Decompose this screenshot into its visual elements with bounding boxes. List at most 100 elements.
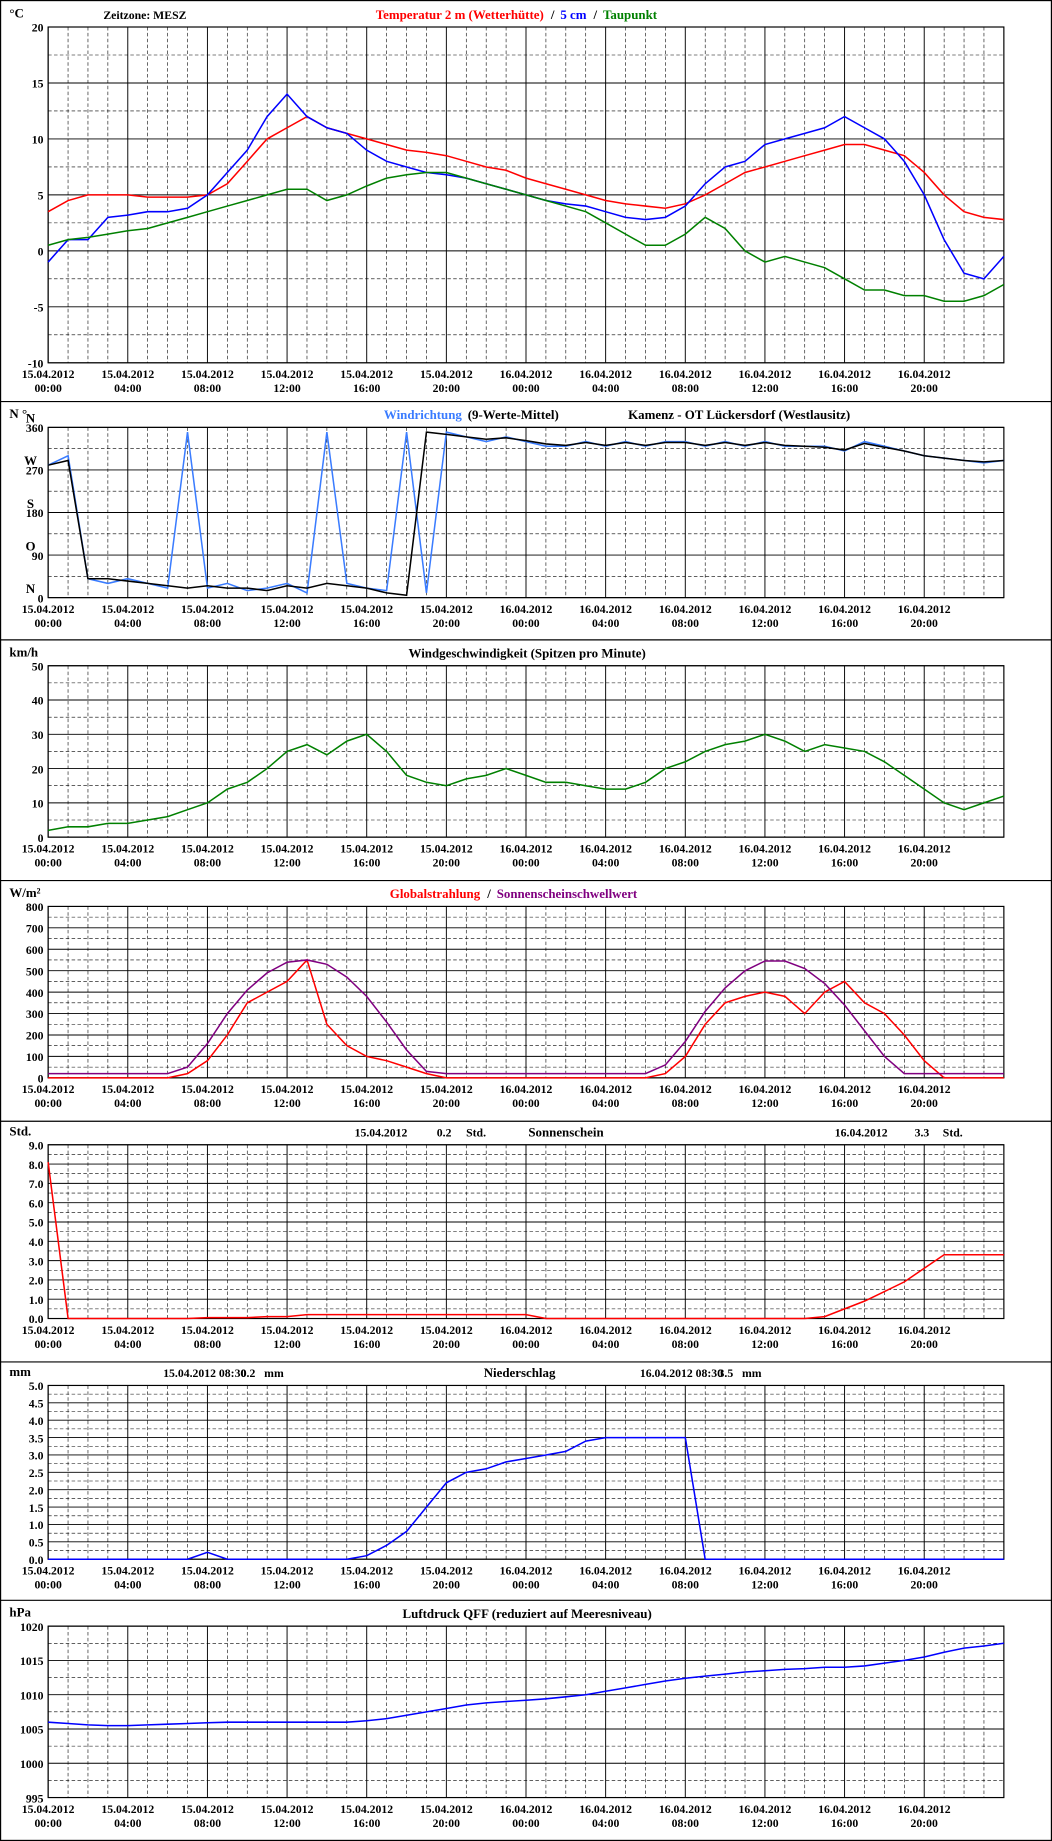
series-line	[48, 959, 1004, 1075]
x-tick-label: 16:00	[831, 1338, 859, 1351]
x-tick-date: 15.04.2012	[181, 1803, 234, 1816]
x-tick-date: 15.04.2012	[261, 1564, 314, 1577]
y-tick-label: 9.0	[29, 1139, 44, 1152]
x-tick-label: 00:00	[512, 1579, 540, 1592]
panel-title: Kamenz - OT Lückersdorf (Westlausitz)	[628, 407, 850, 422]
x-tick-date: 15.04.2012	[181, 1083, 234, 1096]
x-tick-date: 16.04.2012	[818, 1083, 871, 1096]
y-tick-label: 800	[26, 901, 44, 914]
x-tick-label: 16:00	[353, 617, 381, 630]
x-tick-label: 04:00	[114, 1579, 142, 1592]
legend-separator: /	[486, 886, 491, 901]
y-tick-label: 0.0	[29, 1313, 44, 1326]
y-tick-label: 10	[32, 798, 44, 811]
x-tick-date: 15.04.2012	[340, 603, 393, 616]
y-tick-label: 700	[26, 923, 44, 936]
x-tick-label: 08:00	[194, 856, 222, 869]
y-tick-label: 500	[26, 965, 44, 978]
annotation: 15.04.2012 08:30	[163, 1367, 246, 1380]
legend-entry: Temperatur 2 m (Wetterhütte)	[376, 7, 544, 22]
x-tick-label: 00:00	[512, 617, 540, 630]
x-tick-label: 00:00	[34, 1097, 62, 1110]
x-tick-date: 15.04.2012	[22, 1083, 75, 1096]
y-tick-label: 400	[26, 987, 44, 1000]
x-tick-date: 15.04.2012	[101, 368, 154, 381]
x-tick-date: 16.04.2012	[659, 1564, 712, 1577]
x-tick-date: 16.04.2012	[659, 1083, 712, 1096]
x-tick-date: 16.04.2012	[898, 368, 951, 381]
x-tick-date: 16.04.2012	[739, 1803, 792, 1816]
x-tick-label: 08:00	[194, 1097, 222, 1110]
x-tick-label: 16:00	[831, 1817, 859, 1830]
x-tick-date: 15.04.2012	[420, 1803, 473, 1816]
x-tick-date: 16.04.2012	[659, 603, 712, 616]
y-tick-label: 50	[32, 660, 44, 673]
panel: 0.0 0.5 1.0 1.5 2.0 2.5 3.0 3.5 4.0 4.5 5.0 15.04.2…	[0, 1361, 1052, 1592]
x-tick-label: 12:00	[751, 856, 779, 869]
y-tick-label: 8.0	[29, 1159, 44, 1172]
x-tick-date: 15.04.2012	[261, 1803, 314, 1816]
x-tick-label: 08:00	[672, 617, 700, 630]
x-tick-label: 20:00	[911, 1579, 939, 1592]
x-tick-date: 15.04.2012	[340, 842, 393, 855]
x-tick-label: 12:00	[751, 382, 779, 395]
x-tick-label: 16:00	[353, 1817, 381, 1830]
x-tick-date: 16.04.2012	[579, 1564, 632, 1577]
x-tick-label: 12:00	[751, 1097, 779, 1110]
x-tick-label: 20:00	[433, 617, 461, 630]
x-tick-label: 08:00	[672, 1579, 700, 1592]
y-tick-label: 0	[38, 246, 44, 259]
x-tick-date: 16.04.2012	[500, 603, 553, 616]
x-tick-label: 04:00	[114, 617, 142, 630]
series-line	[47, 431, 1004, 595]
x-tick-label: 08:00	[672, 1338, 700, 1351]
y-tick-label: 1.0	[29, 1519, 44, 1532]
annotation: 0.2	[437, 1127, 452, 1140]
y-tick-label: 0	[38, 832, 44, 845]
x-tick-label: 12:00	[273, 617, 301, 630]
series-line	[48, 733, 1005, 832]
y-tick-label: 2.0	[29, 1275, 44, 1288]
x-tick-date: 16.04.2012	[579, 603, 632, 616]
x-tick-label: 04:00	[114, 1817, 142, 1830]
x-tick-label: 20:00	[911, 1097, 939, 1110]
direction-label: O	[26, 538, 36, 553]
x-tick-label: 08:00	[194, 1817, 222, 1830]
x-tick-label: 04:00	[592, 382, 620, 395]
unit-label: W/m²	[9, 885, 40, 900]
x-tick-label: 04:00	[592, 1097, 620, 1110]
y-tick-label: 1005	[20, 1724, 44, 1737]
x-tick-date: 15.04.2012	[420, 1564, 473, 1577]
panel-title: Luftdruck QFF (reduziert auf Meeresnivea…	[403, 1606, 652, 1621]
x-tick-date: 16.04.2012	[898, 1324, 951, 1337]
x-tick-date: 15.04.2012	[420, 1324, 473, 1337]
annotation: Zeitzone: MESZ	[103, 9, 186, 22]
x-tick-date: 15.04.2012	[22, 1324, 75, 1337]
x-tick-date: 15.04.2012	[101, 1324, 154, 1337]
annotation: 0.2	[241, 1367, 256, 1380]
x-tick-label: 00:00	[512, 382, 540, 395]
panel: 9951000100510101015102015.04.201200:0015…	[0, 1599, 1052, 1830]
x-tick-date: 16.04.2012	[818, 603, 871, 616]
y-tick-label: 3.5	[29, 1432, 44, 1445]
x-tick-label: 00:00	[512, 1817, 540, 1830]
x-tick-label: 16:00	[831, 1579, 859, 1592]
series-line	[48, 1642, 1004, 1727]
x-tick-label: 16:00	[831, 617, 859, 630]
x-tick-date: 15.04.2012	[261, 842, 314, 855]
x-tick-label: 12:00	[273, 1579, 301, 1592]
x-tick-label: 16:00	[353, 382, 381, 395]
x-tick-label: 08:00	[672, 1097, 700, 1110]
y-tick-label: 1015	[20, 1655, 44, 1668]
legend-entry: Sonnenscheinschwellwert	[497, 886, 638, 901]
unit-label: Std.	[9, 1123, 31, 1138]
x-tick-label: 20:00	[911, 1338, 939, 1351]
x-tick-label: 20:00	[911, 856, 939, 869]
x-tick-date: 15.04.2012	[340, 1564, 393, 1577]
y-tick-label: 15	[32, 78, 44, 91]
x-tick-date: 16.04.2012	[739, 1083, 792, 1096]
x-tick-date: 16.04.2012	[739, 1564, 792, 1577]
y-tick-label: 10	[32, 134, 44, 147]
x-tick-date: 16.04.2012	[898, 1083, 951, 1096]
x-tick-label: 20:00	[911, 1817, 939, 1830]
